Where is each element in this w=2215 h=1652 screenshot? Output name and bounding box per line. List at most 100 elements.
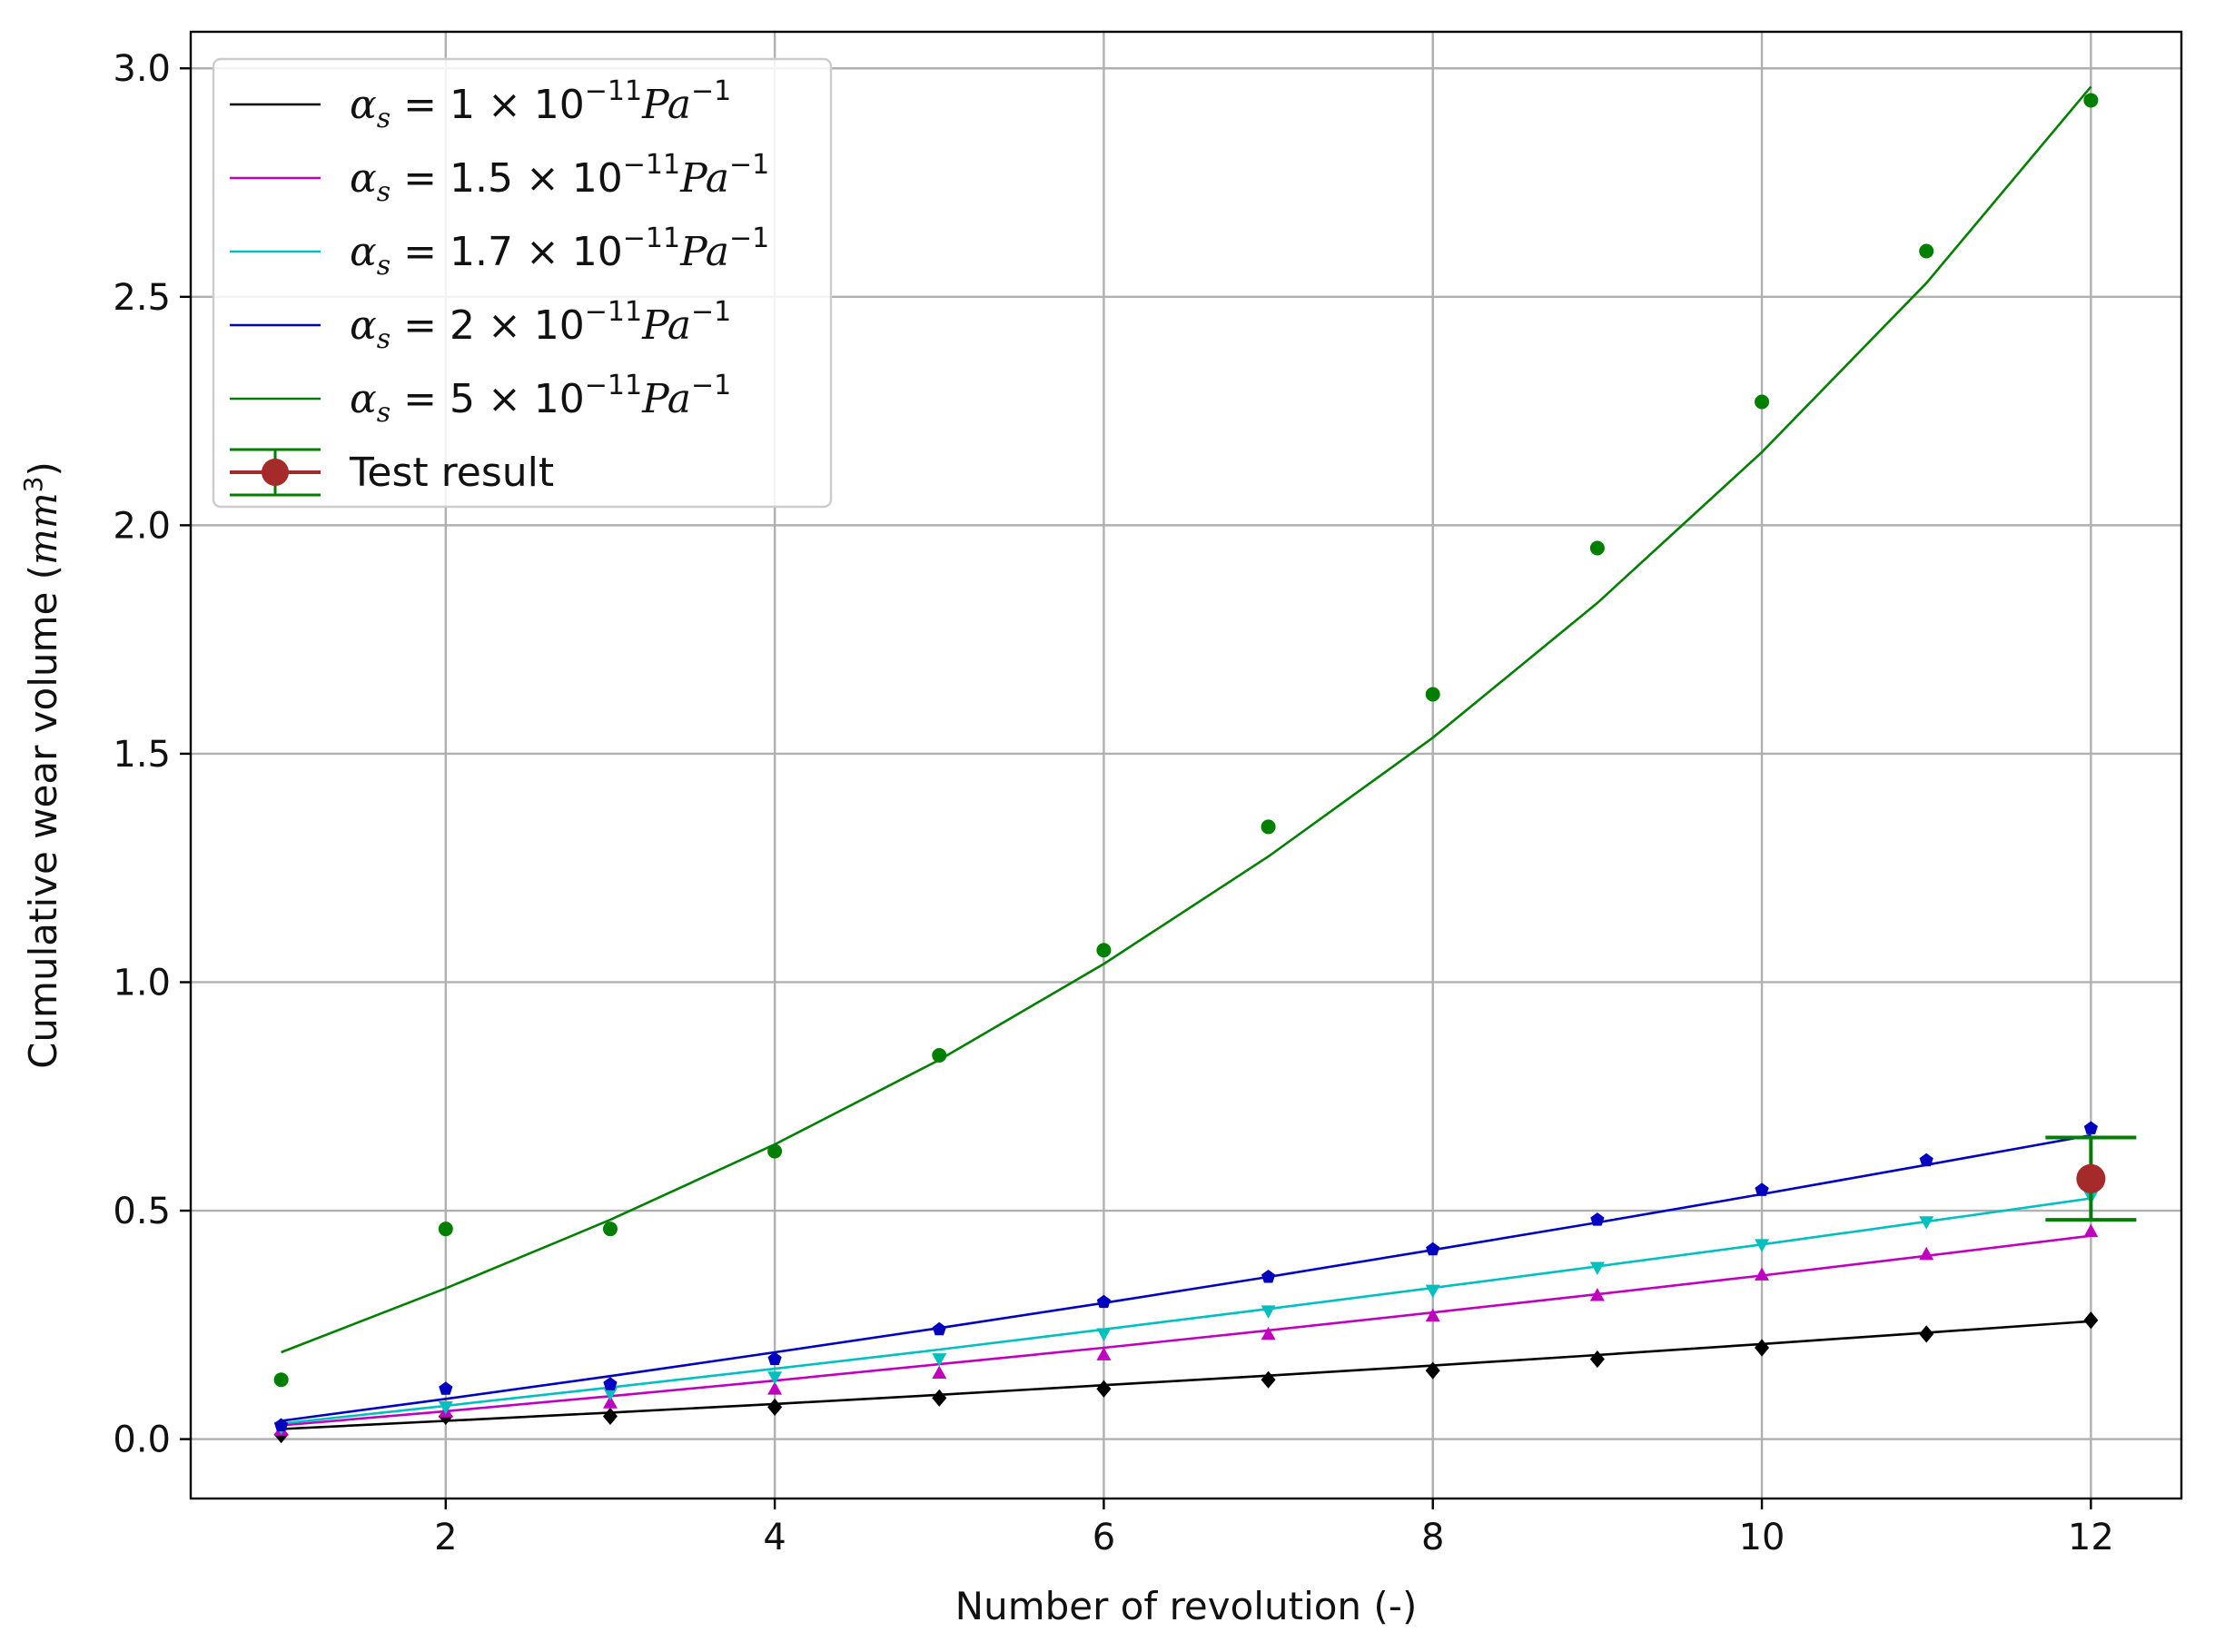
x-tick-label: 10	[1739, 1517, 1785, 1558]
data-point	[767, 1381, 783, 1395]
x-tick-label: 2	[434, 1517, 457, 1558]
data-point	[1755, 1267, 1770, 1281]
y-tick-label: 0.5	[113, 1191, 171, 1232]
legend-label: αs = 1 × 10−11Pa−1	[350, 75, 731, 134]
series-fit-line	[281, 1320, 2091, 1430]
data-point	[1755, 394, 1770, 410]
legend-label: αs = 2 × 10−11Pa−1	[350, 296, 731, 355]
legend-label: αs = 1.5 × 10−11Pa−1	[350, 149, 769, 208]
legend-label-part: × 10	[513, 229, 623, 275]
data-point	[2083, 1121, 2098, 1134]
data-point	[1589, 1288, 1605, 1301]
y-tick-label: 0.0	[113, 1420, 171, 1461]
data-point	[1589, 540, 1605, 556]
data-point	[1261, 1270, 1276, 1283]
x-tick-label: 6	[1093, 1517, 1115, 1558]
legend-label: αs = 1.7 × 10−11Pa−1	[350, 223, 769, 282]
legend-label-part: =	[391, 229, 450, 275]
legend-label-part: s	[377, 323, 391, 355]
legend-label: αs = 5 × 10−11Pa−1	[350, 370, 731, 429]
data-points	[273, 93, 2099, 1444]
data-point	[1425, 1308, 1440, 1322]
legend-label-part: s	[377, 176, 391, 208]
y-tick-label: 3.0	[113, 48, 171, 90]
plot-frame	[189, 30, 2183, 1500]
series-fit-line	[281, 1133, 2091, 1422]
legend-label-part: =	[391, 376, 450, 422]
fit-lines	[281, 85, 2092, 1430]
legend-label-part: s	[377, 103, 391, 134]
data-point	[932, 1353, 947, 1367]
data-point	[1919, 1216, 1934, 1230]
legend-label-part: =	[391, 302, 450, 349]
axis-ticks: 2 4 6 8 10 120.00.51.01.52.02.53.0	[113, 48, 2113, 1558]
legend-label-part: −11	[585, 296, 642, 328]
y-tick-label: 2.5	[113, 277, 171, 319]
legend-label-part: 1.7	[450, 229, 513, 275]
data-point	[767, 1143, 783, 1159]
legend-label-part: × 10	[475, 302, 585, 349]
legend-label-part: Pa	[641, 82, 691, 128]
test-result-errorbar	[2045, 1135, 2137, 1222]
data-point	[1919, 1152, 1933, 1167]
y-tick-label: 1.0	[113, 962, 171, 1004]
legend-label-part: −1	[691, 370, 731, 401]
data-point	[1261, 1370, 1276, 1389]
data-point	[1425, 687, 1440, 702]
legend-label-part: −11	[585, 370, 642, 401]
data-point	[273, 1372, 289, 1388]
data-point	[2083, 1223, 2099, 1238]
data-point	[1590, 1212, 1605, 1226]
legend-label-part: × 10	[513, 155, 623, 202]
legend-label-part: −1	[691, 75, 731, 107]
data-point	[602, 1407, 618, 1426]
x-axis-label: Number of revolution (-)	[955, 1584, 1418, 1628]
y-axis-label-main: Cumulative wear volume (	[21, 565, 65, 1069]
legend: αs = 1 × 10−11Pa−1αs = 1.5 × 10−11Pa−1αs…	[212, 57, 833, 509]
data-point	[932, 1365, 947, 1380]
legend-box	[212, 57, 833, 509]
y-axis-label-sup: 3	[18, 476, 48, 492]
data-point	[1919, 1246, 1934, 1261]
x-tick-label: 8	[1421, 1517, 1444, 1558]
y-axis-label: Cumulative wear volume (mm3)	[18, 461, 65, 1069]
legend-label-part: α	[350, 82, 377, 128]
data-point	[1755, 1182, 1769, 1196]
data-point	[602, 1395, 618, 1409]
data-point	[1261, 1305, 1276, 1319]
legend-label-part: −1	[691, 296, 731, 328]
data-point	[932, 1047, 947, 1063]
data-point	[1589, 1350, 1605, 1369]
legend-label-part: × 10	[475, 376, 585, 422]
test-result-point	[2076, 1163, 2106, 1193]
series-fit-line	[281, 1234, 2091, 1427]
data-point	[1096, 1347, 1112, 1360]
data-point	[438, 1222, 453, 1237]
data-point	[274, 1418, 289, 1431]
legend-label-part: 2	[450, 302, 475, 349]
legend-label-part: s	[377, 250, 391, 282]
y-axis-label-unit: mm	[21, 492, 65, 565]
legend-label-test-result: Test result	[349, 450, 554, 496]
legend-label-part: Pa	[641, 302, 691, 349]
legend-label-part: 5	[450, 376, 475, 422]
data-point	[2083, 1311, 2099, 1330]
data-point	[439, 1381, 453, 1395]
data-point	[1919, 243, 1934, 259]
data-point	[602, 1222, 618, 1237]
series-fit-line	[281, 1197, 2091, 1425]
data-point	[932, 1389, 947, 1407]
legend-label-part: Pa	[641, 376, 691, 422]
y-axis-label-close: )	[21, 461, 65, 476]
data-point	[603, 1377, 618, 1390]
data-point	[1261, 1326, 1276, 1340]
x-tick-label: 4	[763, 1517, 786, 1558]
data-point	[1096, 1380, 1112, 1398]
legend-label-part: =	[391, 82, 450, 128]
legend-label-part: −11	[585, 75, 642, 107]
legend-label-part: × 10	[475, 82, 585, 128]
data-point	[1425, 1284, 1440, 1299]
legend-label-part: −1	[729, 223, 769, 254]
legend-label-part: α	[350, 229, 377, 275]
legend-label-part: α	[350, 302, 377, 349]
